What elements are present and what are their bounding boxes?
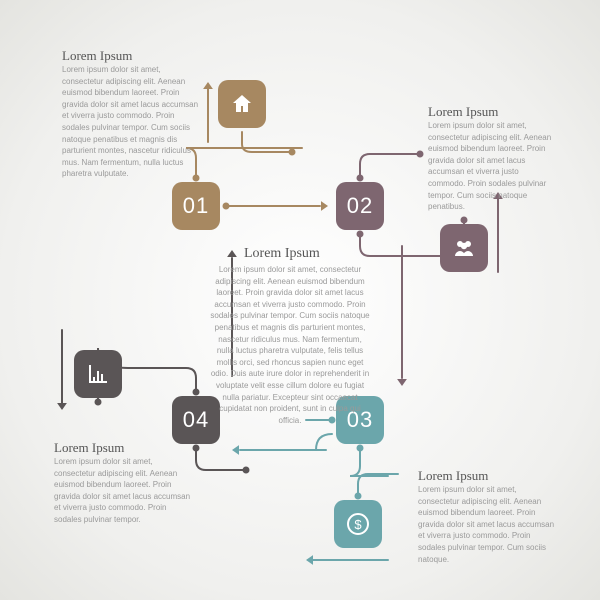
home-icon [230, 92, 254, 116]
step-1-number: 01 [183, 193, 209, 219]
users-icon [452, 236, 476, 260]
step-1-number-tile: 01 [172, 182, 220, 230]
step-2-number: 02 [347, 193, 373, 219]
text-2-title: Lorem Ipsum [428, 104, 498, 120]
step-2-number-tile: 02 [336, 182, 384, 230]
infographic-canvas: 01 02 03 $ 04 Lorem Ipsum Lorem ipsum do… [0, 0, 600, 600]
center-body: Lorem ipsum dolor sit amet, consectetur … [210, 264, 370, 426]
center-title: Lorem Ipsum [244, 246, 320, 262]
text-3-title: Lorem Ipsum [418, 468, 488, 484]
svg-text:$: $ [354, 517, 362, 532]
step-4-number: 04 [183, 407, 209, 433]
chart-icon [86, 362, 110, 386]
step-3-icon-tile: $ [334, 500, 382, 548]
text-4-body: Lorem ipsum dolor sit amet, consectetur … [54, 456, 194, 526]
text-3-body: Lorem ipsum dolor sit amet, consectetur … [418, 484, 558, 565]
step-2-icon-tile [440, 224, 488, 272]
step-1-icon-tile [218, 80, 266, 128]
text-1-title: Lorem Ipsum [62, 48, 132, 64]
step-4-icon-tile [74, 350, 122, 398]
text-2-body: Lorem ipsum dolor sit amet, consectetur … [428, 120, 558, 213]
text-4-title: Lorem Ipsum [54, 440, 124, 456]
dollar-icon: $ [346, 512, 370, 536]
text-1-body: Lorem ipsum dolor sit amet, consectetur … [62, 64, 202, 180]
